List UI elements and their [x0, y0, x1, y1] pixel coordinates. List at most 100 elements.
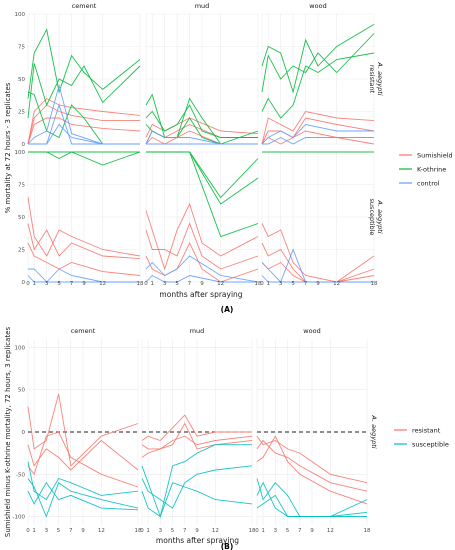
- series-line-susceptible: [141, 444, 252, 519]
- x-tick-label: 3: [163, 281, 167, 287]
- x-tick-label: 0: [144, 281, 148, 287]
- series-line-k-othrine: [27, 91, 140, 145]
- series-line-control: [261, 275, 374, 283]
- panel-label: (B): [221, 542, 234, 550]
- x-tick-label: 0: [140, 528, 144, 534]
- x-tick-label: 9: [81, 528, 85, 534]
- x-tick-label: 0: [255, 528, 259, 534]
- x-tick-label: 3: [279, 281, 283, 287]
- x-tick-label: 18: [249, 528, 256, 534]
- y-tick-label: 25: [18, 110, 25, 116]
- x-tick-label: 7: [183, 528, 187, 534]
- facet-column-label: cement: [72, 2, 97, 10]
- facet-a-1-cement: [27, 151, 141, 283]
- series-line-resistant: [141, 422, 253, 458]
- x-tick-label: 7: [298, 528, 302, 534]
- facet-a-0-mud: [145, 13, 259, 145]
- y-tick-label: 75: [18, 45, 25, 51]
- x-tick-label: 5: [171, 528, 175, 534]
- series-line-k-othrine: [145, 93, 259, 145]
- x-tick-label: 0: [26, 528, 30, 534]
- x-tick-label: 18: [255, 281, 262, 287]
- series-line-resistant: [27, 431, 139, 488]
- legend-label-k-othrine: K-othrine: [417, 166, 446, 174]
- row-label-species: A. aegypti: [376, 199, 384, 233]
- x-tick-label: 3: [45, 281, 49, 287]
- series-line-susceptible: [141, 482, 253, 518]
- x-tick-label: 12: [327, 528, 334, 534]
- series-line-k-othrine: [27, 28, 141, 99]
- y-tick-label: 100: [15, 12, 26, 18]
- facet-b-0-cement: [27, 339, 139, 525]
- x-tick-label: 7: [70, 281, 74, 287]
- facet-a-0-wood: [261, 13, 375, 145]
- x-tick-label: 5: [175, 281, 179, 287]
- series-line-susceptible: [27, 478, 139, 518]
- legend-label-control: control: [417, 180, 440, 188]
- y-tick-label: 75: [18, 183, 25, 189]
- series-line-susceptible: [27, 481, 139, 511]
- series-line-sumishield: [145, 241, 259, 283]
- series-line-k-othrine: [261, 52, 375, 119]
- x-tick-label: 12: [98, 528, 105, 534]
- legend-label-resistant: resistant: [412, 427, 441, 435]
- y-tick-label: 100: [15, 345, 26, 351]
- row-label-species: A. aegypti: [370, 414, 378, 448]
- facet-column-label: wood: [303, 327, 320, 335]
- x-tick-label: 1: [146, 528, 150, 534]
- x-tick-label: 9: [316, 281, 320, 287]
- facet-a-1-mud: [145, 151, 259, 283]
- series-line-susceptible: [141, 465, 253, 509]
- x-tick-label: 0: [260, 281, 264, 287]
- facet-row-label: A. aegypti: [370, 414, 378, 448]
- x-tick-label: 12: [333, 281, 340, 287]
- series-line-k-othrine: [261, 33, 375, 93]
- x-tick-label: 1: [32, 528, 36, 534]
- series-line-susceptible: [27, 461, 139, 501]
- series-line-sumishield: [145, 222, 259, 270]
- y-tick-label: 25: [18, 248, 25, 254]
- x-tick-label: 7: [188, 281, 192, 287]
- series-line-k-othrine: [145, 104, 258, 138]
- facet-column-label: wood: [309, 2, 326, 10]
- series-line-k-othrine: [146, 151, 259, 238]
- x-tick-label: 5: [291, 281, 295, 287]
- facet-row-label: A. aegyptiresistant: [368, 61, 384, 95]
- x-tick-label: 7: [304, 281, 308, 287]
- x-tick-label: 5: [286, 528, 290, 534]
- y-tick-label: 0: [22, 142, 26, 148]
- legend-label-susceptible: susceptible: [412, 441, 449, 449]
- series-line-susceptible: [256, 494, 367, 517]
- series-line-control: [145, 255, 259, 283]
- x-tick-label: 7: [69, 528, 73, 534]
- series-line-sumishield: [145, 202, 259, 271]
- series-line-resistant: [256, 435, 368, 505]
- panel-label: (A): [221, 305, 234, 314]
- x-tick-label: 12: [217, 281, 224, 287]
- facet-b-0-mud: [141, 339, 253, 525]
- x-tick-label: 5: [57, 528, 61, 534]
- series-line-resistant: [27, 439, 139, 471]
- row-label-species: A. aegypti: [376, 61, 384, 95]
- x-tick-label: 3: [274, 528, 278, 534]
- y-tick-label: 100: [15, 150, 26, 156]
- x-tick-label: 18: [137, 281, 144, 287]
- series-line-resistant: [141, 435, 253, 450]
- x-tick-label: 0: [26, 281, 30, 287]
- y-tick-label: -50: [16, 472, 25, 478]
- series-line-k-othrine: [27, 63, 141, 119]
- x-tick-label: 3: [45, 528, 49, 534]
- x-tick-label: 1: [150, 281, 154, 287]
- facet-a-1-wood: [261, 151, 375, 283]
- y-axis-title: % mortality at 72 hours - 3 replicates: [4, 82, 12, 213]
- y-tick-label: 50: [18, 215, 25, 221]
- legend-label-sumishield: Sumishield: [417, 152, 453, 160]
- x-tick-label: 9: [200, 281, 204, 287]
- x-axis-title: months after spraying: [156, 536, 239, 545]
- y-axis-title: Sumishield minus K-othrine mortality, 72…: [4, 327, 12, 538]
- series-line-control: [28, 123, 140, 145]
- x-tick-label: 3: [159, 528, 163, 534]
- series-line-control: [145, 274, 258, 283]
- x-tick-label: 9: [82, 281, 86, 287]
